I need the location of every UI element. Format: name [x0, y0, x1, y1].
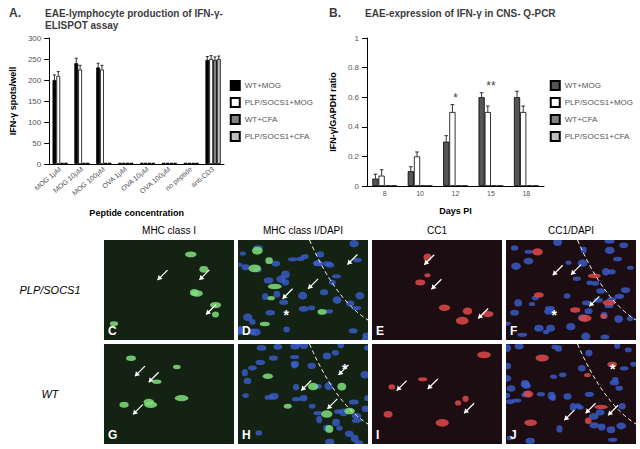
svg-text:*: * [453, 91, 458, 105]
html-text:MHC class I/DAPI: MHC class I/DAPI [263, 225, 343, 236]
svg-text:OVA 10μM: OVA 10μM [119, 165, 150, 193]
svg-text:D: D [242, 324, 251, 338]
svg-text:H: H [242, 428, 251, 442]
svg-text:WT+MOG: WT+MOG [565, 81, 601, 90]
html-text:PLP/SOCS1: PLP/SOCS1 [19, 284, 81, 296]
svg-text:ELISPOT assay: ELISPOT assay [45, 20, 119, 31]
svg-text:PLP/SOCS1+MOG: PLP/SOCS1+MOG [245, 98, 313, 107]
svg-text:*: * [610, 361, 616, 377]
svg-text:**: ** [486, 79, 496, 93]
html-text:MHC class I: MHC class I [142, 225, 196, 236]
svg-text:MOG 1μM: MOG 1μM [33, 165, 63, 192]
svg-text:no peptide: no peptide [164, 165, 194, 192]
html-text:CC1: CC1 [427, 225, 447, 236]
svg-text:*: * [552, 307, 558, 323]
svg-text:PLP/SOCS1+CFA: PLP/SOCS1+CFA [565, 132, 630, 141]
svg-text:18: 18 [522, 190, 530, 197]
svg-text:PLP/SOCS1+MOG: PLP/SOCS1+MOG [565, 98, 633, 107]
svg-text:OVA 100μM: OVA 100μM [138, 165, 172, 195]
svg-text:PLP/SOCS1+CFA: PLP/SOCS1+CFA [245, 132, 310, 141]
svg-text:200: 200 [28, 76, 42, 85]
svg-text:Days PI: Days PI [439, 206, 472, 216]
svg-text:150: 150 [28, 97, 42, 106]
svg-text:J: J [510, 428, 517, 442]
svg-text:IFN-γ spots/well: IFN-γ spots/well [8, 67, 18, 136]
svg-text:300: 300 [28, 34, 42, 43]
svg-text:1: 1 [355, 34, 360, 43]
svg-text:anti-CD3: anti-CD3 [190, 165, 216, 188]
svg-text:MOG 10μM: MOG 10μM [51, 165, 85, 194]
svg-text:12: 12 [452, 190, 460, 197]
html-text:WT: WT [41, 388, 59, 400]
svg-text:100: 100 [28, 118, 42, 127]
svg-text:C: C [108, 324, 117, 338]
svg-text:IFN-γ/GAPDH ratio: IFN-γ/GAPDH ratio [328, 72, 338, 152]
svg-text:E: E [376, 324, 384, 338]
svg-text:G: G [108, 428, 117, 442]
svg-text:15: 15 [487, 190, 495, 197]
svg-text:0.6: 0.6 [348, 93, 360, 102]
svg-text:WT+CFA: WT+CFA [565, 115, 598, 124]
svg-text:0: 0 [355, 182, 360, 191]
svg-text:EAE-lymphocyte production of I: EAE-lymphocyte production of IFN-γ- [45, 8, 226, 19]
html-text:CC1/DAPI: CC1/DAPI [547, 225, 595, 236]
svg-text:0.8: 0.8 [348, 63, 360, 72]
svg-text:*: * [284, 307, 290, 323]
svg-text:WT+CFA: WT+CFA [245, 115, 278, 124]
svg-text:0: 0 [37, 160, 42, 169]
svg-text:Peptide concentration: Peptide concentration [89, 208, 184, 218]
svg-text:MOG 100μM: MOG 100μM [71, 165, 107, 197]
svg-text:10: 10 [416, 190, 424, 197]
svg-text:250: 250 [28, 55, 42, 64]
svg-text:OVA 1μM: OVA 1μM [100, 165, 128, 190]
svg-text:0.4: 0.4 [348, 122, 360, 131]
svg-text:A.: A. [9, 6, 21, 20]
svg-text:0.2: 0.2 [348, 152, 360, 161]
svg-text:B.: B. [329, 6, 341, 20]
svg-text:WT+MOG: WT+MOG [245, 81, 281, 90]
svg-text:I: I [376, 428, 379, 442]
svg-text:50: 50 [32, 139, 41, 148]
svg-text:F: F [510, 324, 517, 338]
svg-text:*: * [342, 361, 348, 377]
svg-text:EAE-expression of IFN-γ in CNS: EAE-expression of IFN-γ in CNS- Q-PCR [365, 8, 556, 19]
svg-text:8: 8 [383, 190, 387, 197]
